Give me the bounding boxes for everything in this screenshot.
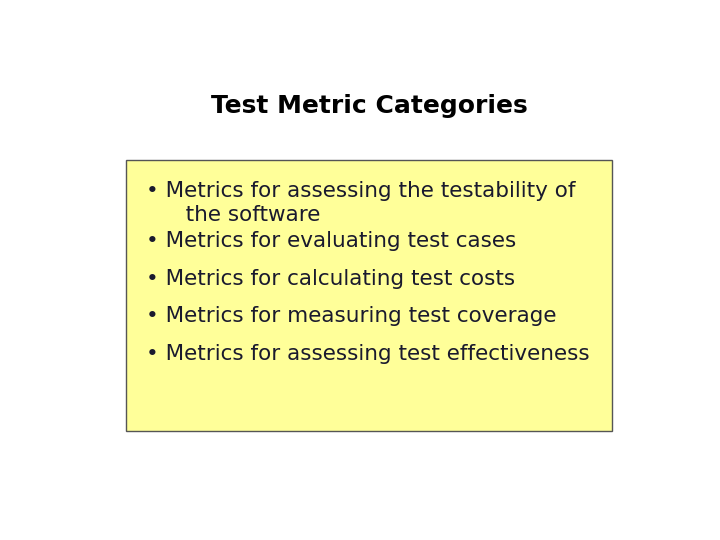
Text: • Metrics for calculating test costs: • Metrics for calculating test costs	[145, 269, 515, 289]
Text: the software: the software	[166, 205, 320, 225]
Text: • Metrics for assessing test effectiveness: • Metrics for assessing test effectivene…	[145, 343, 590, 364]
Text: • Metrics for evaluating test cases: • Metrics for evaluating test cases	[145, 232, 516, 252]
Text: • Metrics for measuring test coverage: • Metrics for measuring test coverage	[145, 306, 557, 326]
Text: Test Metric Categories: Test Metric Categories	[211, 94, 527, 118]
FancyBboxPatch shape	[126, 160, 612, 431]
Text: • Metrics for assessing the testability of: • Metrics for assessing the testability …	[145, 181, 575, 201]
